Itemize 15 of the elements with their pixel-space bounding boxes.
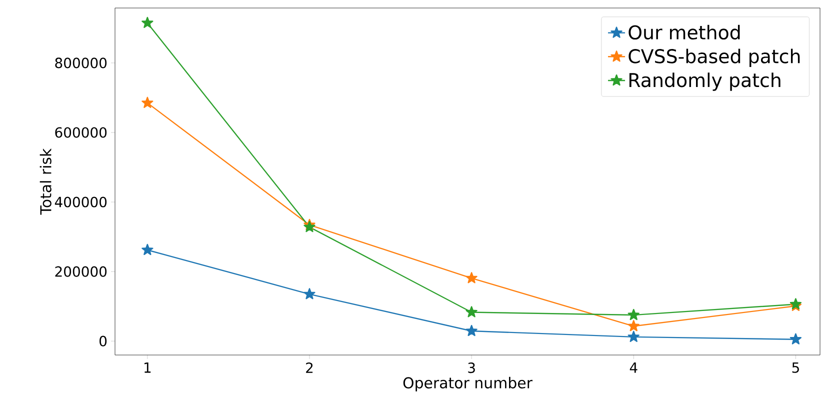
legend-label: CVSS-based patch — [628, 48, 800, 68]
legend-label: Our method — [628, 24, 740, 40]
y-axis-title: Total risk — [40, 148, 52, 215]
x-tick-label: 3 — [468, 362, 475, 374]
y-tick-label: 200000 — [55, 266, 107, 277]
x-tick-label: 4 — [630, 362, 638, 373]
x-tick-label: 1 — [144, 362, 151, 373]
y-tick-label: 400000 — [54, 196, 107, 208]
x-axis-title: Operator number — [403, 376, 532, 392]
x-tick-label: 2 — [306, 362, 313, 373]
y-tick-label: 800000 — [55, 58, 107, 68]
y-tick-label: 0 — [100, 336, 107, 346]
legend-label: Randomly patch — [629, 72, 780, 91]
x-tick-label: 5 — [792, 362, 799, 373]
y-tick-label: 600000 — [55, 127, 107, 138]
